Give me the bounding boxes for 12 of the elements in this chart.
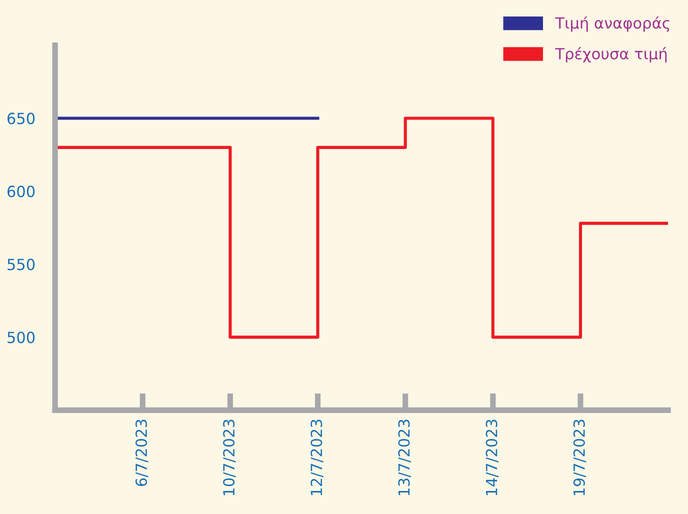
x-tick-label: 12/7/2023	[310, 420, 324, 496]
legend-label: Τιμή αναφοράς	[555, 16, 670, 32]
y-tick-label: 650	[8, 112, 35, 124]
x-tick-label: 13/7/2023	[398, 420, 411, 496]
y-tick-label: 600	[8, 186, 35, 198]
x-tick-label: 19/7/2023	[573, 420, 586, 496]
y-tick-label: 500	[8, 332, 35, 344]
y-tick-label: 550	[8, 258, 35, 270]
x-tick-label: 6/7/2023	[135, 420, 148, 486]
x-tick-label: 10/7/2023	[223, 420, 236, 496]
x-tick-label: 14/7/2023	[486, 420, 499, 496]
legend-label: Τρέχουσα τιμή	[555, 47, 667, 62]
